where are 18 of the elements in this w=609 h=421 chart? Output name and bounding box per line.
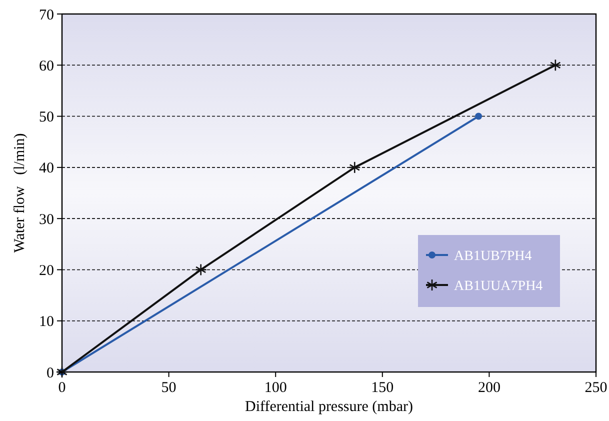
x-tick-label: 200 <box>478 380 500 396</box>
y-tick-label: 60 <box>39 58 54 74</box>
y-tick-label: 40 <box>39 160 54 177</box>
x-tick-label: 50 <box>161 380 176 396</box>
y-tick-label: 30 <box>39 212 54 228</box>
x-axis-title: Differential pressure (mbar) <box>245 399 413 415</box>
y-axis-title: Water flow (l/min) <box>12 133 28 253</box>
y-tick-label: 10 <box>39 314 54 330</box>
y-tick-label: 70 <box>39 7 54 24</box>
y-tick-label: 50 <box>39 110 54 126</box>
x-tick-label: 100 <box>264 380 287 396</box>
x-tick-label: 0 <box>58 380 66 396</box>
y-tick-label: 20 <box>39 262 54 279</box>
y-tick-label: 0 <box>46 365 54 382</box>
legend-label: AB1UB7PH4 <box>454 248 532 264</box>
legend-label: AB1UUA7PH4 <box>454 278 543 294</box>
x-tick-label: 250 <box>584 380 608 396</box>
x-tick-label: 150 <box>371 380 394 396</box>
